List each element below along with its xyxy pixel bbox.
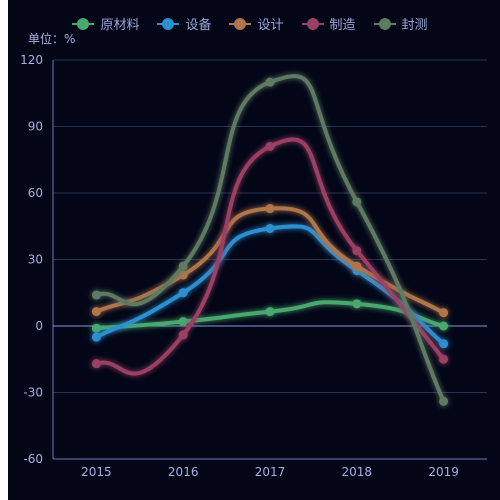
series-line [94, 137, 446, 376]
data-point [439, 339, 449, 349]
data-point [352, 197, 362, 207]
data-point [178, 317, 188, 327]
legend-item[interactable]: 制造 [301, 14, 356, 33]
data-point [439, 308, 449, 318]
data-point [265, 307, 275, 317]
data-point [265, 223, 275, 233]
x-tick-label: 2015 [81, 465, 112, 479]
data-point [91, 307, 101, 317]
legend-label: 设备 [185, 18, 212, 33]
legend-item[interactable]: 原材料 [72, 14, 139, 33]
series-5 [91, 74, 449, 406]
data-point [439, 396, 449, 406]
data-point [178, 330, 188, 340]
data-point [439, 354, 449, 364]
y-tick-label: 30 [28, 253, 43, 267]
legend-marker-icon [301, 17, 324, 30]
legend-marker-icon [72, 17, 95, 30]
legend-item[interactable]: 设计 [229, 14, 284, 33]
y-tick-label: 60 [28, 186, 43, 200]
y-tick-label: -60 [23, 452, 43, 466]
data-point [91, 290, 101, 300]
data-point [91, 323, 101, 333]
legend-label: 原材料 [100, 18, 140, 33]
series-line [94, 74, 446, 404]
legend-label: 封测 [401, 18, 428, 33]
x-tick-label: 2017 [255, 465, 286, 479]
series-3 [91, 204, 449, 318]
legend-marker-icon [373, 17, 396, 30]
legend-item[interactable]: 设备 [157, 14, 211, 33]
legend-marker-icon [157, 17, 180, 30]
y-tick-label: 0 [35, 319, 43, 333]
x-tick-label: 2016 [168, 465, 199, 479]
x-tick-label: 2019 [428, 465, 459, 479]
legend-marker-icon [229, 17, 252, 30]
data-point [352, 246, 362, 256]
data-point [178, 261, 188, 271]
data-point [178, 270, 188, 280]
data-point [265, 141, 275, 151]
legend: 原材料 设备 设计 制造 封测 [0, 14, 500, 33]
chart-background [8, 0, 500, 500]
y-tick-label: -30 [23, 386, 43, 400]
y-tick-label: 120 [20, 53, 43, 67]
data-point [91, 359, 101, 369]
legend-item[interactable]: 封测 [373, 14, 428, 33]
data-point [178, 288, 188, 298]
series-4 [91, 137, 449, 376]
data-point [265, 204, 275, 214]
data-point [352, 261, 362, 271]
legend-label: 制造 [329, 18, 356, 33]
x-tick-label: 2018 [342, 465, 373, 479]
unit-label: 单位：% [28, 32, 76, 46]
data-point [265, 77, 275, 87]
data-point [91, 332, 101, 342]
series-1 [91, 299, 449, 333]
y-tick-label: 90 [28, 120, 43, 134]
data-point [439, 321, 449, 331]
data-point [352, 299, 362, 309]
legend-label: 设计 [257, 18, 284, 33]
